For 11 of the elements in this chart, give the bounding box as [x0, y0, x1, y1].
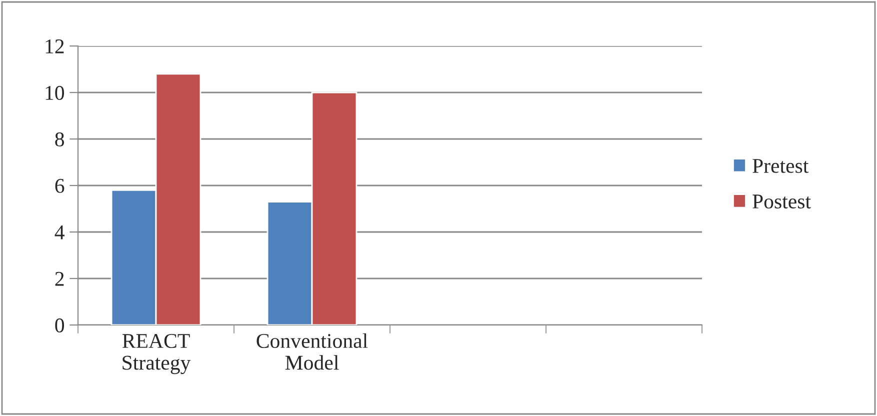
- y-tick-label: 12: [46, 39, 64, 54]
- x-tick-label: REACT Strategy: [122, 334, 191, 374]
- y-tick-label: 0: [55, 318, 64, 332]
- x-tick-label: Conventional Model: [256, 333, 368, 370]
- y-tick-label: 10: [46, 86, 64, 100]
- legend-label: Pretest: [752, 159, 809, 173]
- y-tick-label: 2: [55, 272, 64, 286]
- y-tick-label: 6: [55, 178, 64, 193]
- y-tick-label: 8: [55, 132, 64, 146]
- y-tick-label: 4: [54, 226, 64, 240]
- legend-label: Postest: [752, 194, 811, 208]
